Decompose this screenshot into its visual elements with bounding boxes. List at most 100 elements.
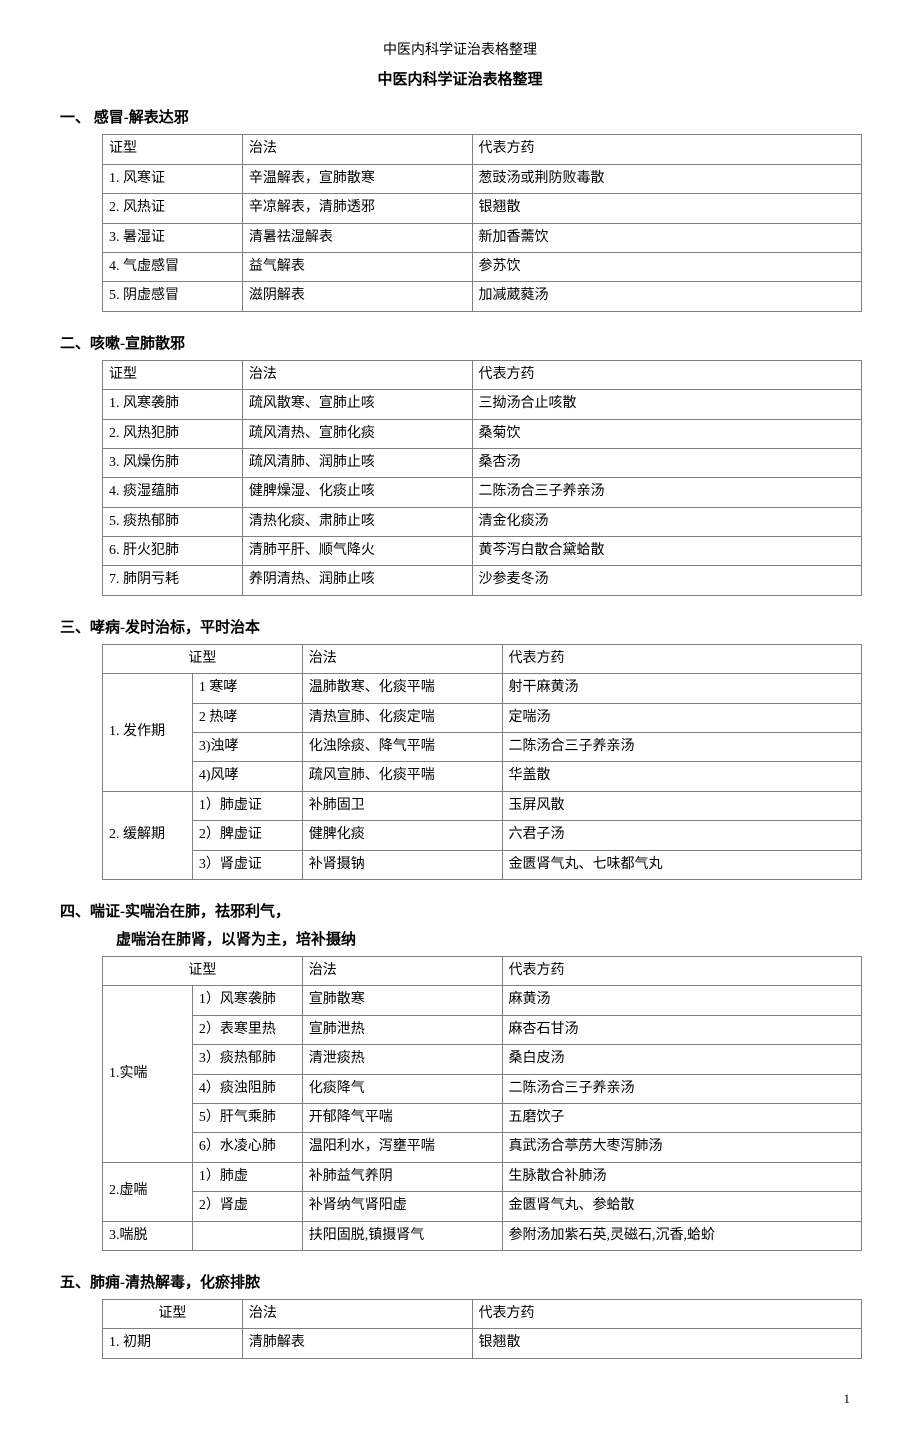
- cell-group: 2. 缓解期: [103, 791, 193, 879]
- cell-formula: 桑杏汤: [472, 448, 861, 477]
- cell-formula: 加减葳蕤汤: [472, 282, 861, 311]
- cell-syndrome: 3. 暑湿证: [103, 223, 243, 252]
- cell-formula: 麻黄汤: [502, 986, 862, 1015]
- cell-treatment: 辛温解表，宣肺散寒: [242, 164, 472, 193]
- cell-formula: 三拗汤合止咳散: [472, 390, 861, 419]
- cell-treatment: 补肾摄钠: [302, 850, 502, 879]
- cell-formula: 新加香薷饮: [472, 223, 861, 252]
- table-row: 2）脾虚证健脾化痰六君子汤: [103, 821, 862, 850]
- cell-treatment: 疏风宣肺、化痰平喘: [302, 762, 502, 791]
- col-syndrome: 证型: [103, 135, 243, 164]
- table-row: 1. 风寒袭肺疏风散寒、宣肺止咳三拗汤合止咳散: [103, 390, 862, 419]
- cell-syndrome: 5. 阴虚感冒: [103, 282, 243, 311]
- cell-formula: 六君子汤: [502, 821, 862, 850]
- cell-formula: 二陈汤合三子养亲汤: [502, 733, 862, 762]
- cell-syndrome: 1）风寒袭肺: [192, 986, 302, 1015]
- table-row: 1. 发作期1 寒哮温肺散寒、化痰平喘射干麻黄汤: [103, 674, 862, 703]
- cell-group: 3.喘脱: [103, 1221, 193, 1250]
- table-row: 3）痰热郁肺清泄痰热桑白皮汤: [103, 1045, 862, 1074]
- cell-treatment: 清肺解表: [242, 1329, 472, 1358]
- page-number: 1: [60, 1389, 860, 1410]
- cell-syndrome: 4）痰浊阻肺: [192, 1074, 302, 1103]
- cell-group: 2.虚喘: [103, 1162, 193, 1221]
- cell-syndrome: 1 寒哮: [192, 674, 302, 703]
- cell-formula: 生脉散合补肺汤: [502, 1162, 862, 1191]
- cell-syndrome: 1. 风寒证: [103, 164, 243, 193]
- cell-syndrome: [192, 1221, 302, 1250]
- cell-syndrome: 4. 气虚感冒: [103, 252, 243, 281]
- table-row: 4. 痰湿蕴肺健脾燥湿、化痰止咳二陈汤合三子养亲汤: [103, 478, 862, 507]
- section-kesou: 二、咳嗽-宣肺散邪 证型 治法 代表方药 1. 风寒袭肺疏风散寒、宣肺止咳三拗汤…: [60, 332, 860, 596]
- cell-formula: 定喘汤: [502, 703, 862, 732]
- cell-formula: 桑菊饮: [472, 419, 861, 448]
- cell-formula: 华盖散: [502, 762, 862, 791]
- cell-treatment: 宣肺散寒: [302, 986, 502, 1015]
- page-title: 中医内科学证治表格整理: [60, 68, 860, 92]
- cell-formula: 参附汤加紫石英,灵磁石,沉香,蛤蚧: [502, 1221, 862, 1250]
- cell-treatment: 温肺散寒、化痰平喘: [302, 674, 502, 703]
- cell-treatment: 扶阳固脱,镇摄肾气: [302, 1221, 502, 1250]
- cell-treatment: 补肾纳气肾阳虚: [302, 1192, 502, 1221]
- cell-syndrome: 4. 痰湿蕴肺: [103, 478, 243, 507]
- col-formula: 代表方药: [502, 644, 862, 673]
- cell-treatment: 健脾燥湿、化痰止咳: [242, 478, 472, 507]
- table-row: 2）肾虚补肾纳气肾阳虚金匮肾气丸、参蛤散: [103, 1192, 862, 1221]
- table-row: 2）表寒里热宣肺泄热麻杏石甘汤: [103, 1015, 862, 1044]
- table-ganmao: 证型 治法 代表方药 1. 风寒证辛温解表，宣肺散寒葱豉汤或荆防败毒散 2. 风…: [102, 134, 862, 311]
- table-row: 5. 痰热郁肺清热化痰、肃肺止咳清金化痰汤: [103, 507, 862, 536]
- table-header-row: 证型 治法 代表方药: [103, 644, 862, 673]
- cell-group: 1. 发作期: [103, 674, 193, 792]
- cell-formula: 银翘散: [472, 1329, 861, 1358]
- cell-formula: 黄芩泻白散合黛蛤散: [472, 537, 861, 566]
- table-row: 2.虚喘1）肺虚补肺益气养阴生脉散合补肺汤: [103, 1162, 862, 1191]
- cell-treatment: 健脾化痰: [302, 821, 502, 850]
- cell-syndrome: 5）肝气乘肺: [192, 1103, 302, 1132]
- cell-syndrome: 7. 肺阴亏耗: [103, 566, 243, 595]
- page-header: 中医内科学证治表格整理: [60, 40, 860, 62]
- table-feiyong: 证型 治法 代表方药 1. 初期清肺解表银翘散: [102, 1299, 862, 1359]
- cell-formula: 沙参麦冬汤: [472, 566, 861, 595]
- cell-treatment: 滋阴解表: [242, 282, 472, 311]
- cell-treatment: 补肺益气养阴: [302, 1162, 502, 1191]
- table-row: 6）水凌心肺温阳利水，泻壅平喘真武汤合葶苈大枣泻肺汤: [103, 1133, 862, 1162]
- table-row: 5. 阴虚感冒滋阴解表加减葳蕤汤: [103, 282, 862, 311]
- cell-treatment: 养阴清热、润肺止咳: [242, 566, 472, 595]
- cell-syndrome: 1. 初期: [103, 1329, 243, 1358]
- table-row: 6. 肝火犯肺清肺平肝、顺气降火黄芩泻白散合黛蛤散: [103, 537, 862, 566]
- col-formula: 代表方药: [472, 360, 861, 389]
- cell-syndrome: 3）肾虚证: [192, 850, 302, 879]
- table-row: 7. 肺阴亏耗养阴清热、润肺止咳沙参麦冬汤: [103, 566, 862, 595]
- cell-formula: 金匮肾气丸、七味都气丸: [502, 850, 862, 879]
- cell-treatment: 清泄痰热: [302, 1045, 502, 1074]
- table-row: 2. 缓解期1）肺虚证补肺固卫玉屏风散: [103, 791, 862, 820]
- cell-treatment: 清热化痰、肃肺止咳: [242, 507, 472, 536]
- table-row: 3. 暑湿证清暑祛湿解表新加香薷饮: [103, 223, 862, 252]
- col-treatment: 治法: [242, 1299, 472, 1328]
- cell-formula: 二陈汤合三子养亲汤: [502, 1074, 862, 1103]
- col-syndrome: 证型: [103, 644, 303, 673]
- col-formula: 代表方药: [502, 956, 862, 985]
- cell-syndrome: 3)浊哮: [192, 733, 302, 762]
- cell-formula: 真武汤合葶苈大枣泻肺汤: [502, 1133, 862, 1162]
- cell-syndrome: 5. 痰热郁肺: [103, 507, 243, 536]
- cell-treatment: 开郁降气平喘: [302, 1103, 502, 1132]
- cell-syndrome: 2. 风热证: [103, 194, 243, 223]
- cell-treatment: 辛凉解表，清肺透邪: [242, 194, 472, 223]
- col-syndrome: 证型: [103, 1299, 243, 1328]
- cell-treatment: 疏风散寒、宣肺止咳: [242, 390, 472, 419]
- cell-formula: 清金化痰汤: [472, 507, 861, 536]
- cell-treatment: 补肺固卫: [302, 791, 502, 820]
- col-treatment: 治法: [302, 644, 502, 673]
- col-formula: 代表方药: [472, 135, 861, 164]
- cell-syndrome: 1. 风寒袭肺: [103, 390, 243, 419]
- cell-treatment: 疏风清肺、润肺止咳: [242, 448, 472, 477]
- cell-treatment: 清肺平肝、顺气降火: [242, 537, 472, 566]
- cell-treatment: 宣肺泄热: [302, 1015, 502, 1044]
- section-heading-3: 三、哮病-发时治标，平时治本: [60, 616, 860, 640]
- cell-treatment: 化痰降气: [302, 1074, 502, 1103]
- section-heading-4: 四、喘证-实喘治在肺，祛邪利气，: [60, 900, 860, 924]
- table-row: 4. 气虚感冒益气解表参苏饮: [103, 252, 862, 281]
- cell-syndrome: 2）表寒里热: [192, 1015, 302, 1044]
- cell-syndrome: 2. 风热犯肺: [103, 419, 243, 448]
- section-ganmao: 一、 感冒-解表达邪 证型 治法 代表方药 1. 风寒证辛温解表，宣肺散寒葱豉汤…: [60, 106, 860, 311]
